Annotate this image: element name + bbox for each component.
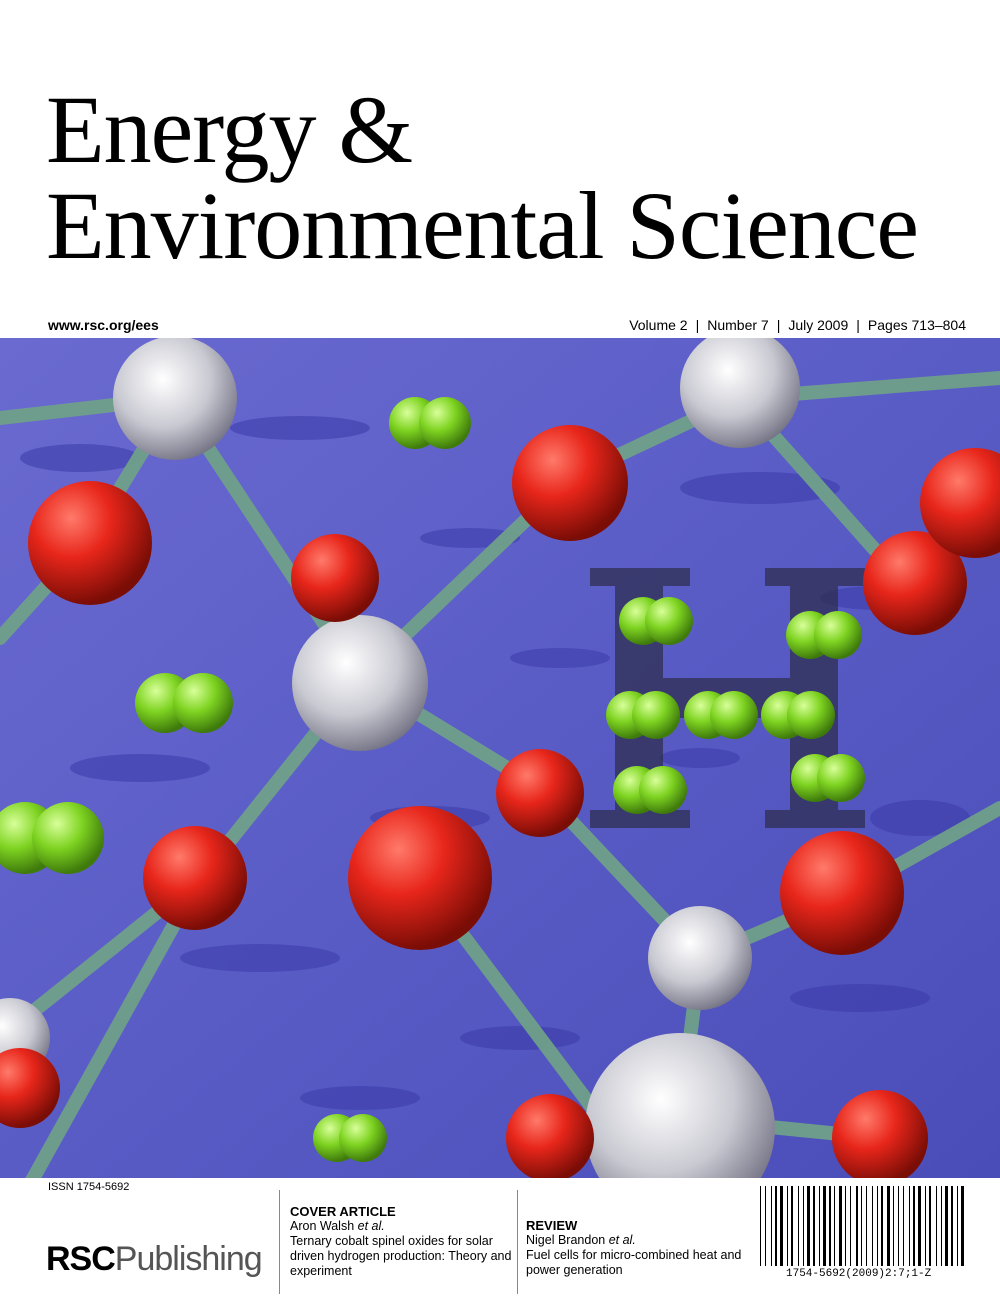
review-title: Fuel cells for micro-combined heat and p…: [526, 1248, 742, 1277]
barcode-bar: [845, 1186, 846, 1266]
barcode-bar: [839, 1186, 842, 1266]
issue-info: Volume 2 | Number 7 | July 2009 | Pages 713–80…: [625, 317, 970, 333]
barcode-number: 1754-5692(2009)2:7;1-Z: [786, 1268, 932, 1280]
barcode-bar: [898, 1186, 899, 1266]
separator-icon: |: [856, 317, 860, 333]
barcode-bar: [780, 1186, 783, 1266]
barcode-bar: [819, 1186, 820, 1266]
barcode-bar: [834, 1186, 835, 1266]
cover-article-author: Aron Walsh et al.: [290, 1219, 515, 1234]
barcode-bar: [866, 1186, 867, 1266]
issue-date: July 2009: [788, 317, 849, 333]
oxygen-atoms: [0, 425, 1000, 1178]
cover-article-etal: et al.: [354, 1219, 385, 1233]
cover-illustration: [0, 338, 1000, 1178]
barcode-bar: [909, 1186, 910, 1266]
barcode-bar: [861, 1186, 862, 1266]
barcode-bar: [903, 1186, 904, 1266]
issn: ISSN 1754-5692: [48, 1181, 130, 1193]
barcode-bar: [925, 1186, 926, 1266]
barcode-bar: [850, 1186, 851, 1266]
cover-article-author-name: Aron Walsh: [290, 1219, 355, 1233]
metal-atoms: [0, 338, 800, 1178]
review-author: Nigel Brandon et al.: [526, 1233, 751, 1248]
barcode-bar: [918, 1186, 921, 1266]
review-etal: et al.: [605, 1233, 636, 1247]
journal-title-line2: Environmental Science: [46, 172, 919, 279]
barcode-bar: [791, 1186, 793, 1266]
barcode-bar: [765, 1186, 766, 1266]
issue-number: Number 7: [707, 317, 769, 333]
journal-title: Energy & Environmental Science: [46, 76, 919, 279]
barcode-bar: [881, 1186, 883, 1266]
barcode-bar: [823, 1186, 826, 1266]
journal-url[interactable]: www.rsc.org/ees: [48, 317, 159, 333]
review-author-name: Nigel Brandon: [526, 1233, 606, 1247]
cover-article-label: COVER ARTICLE: [290, 1204, 396, 1219]
barcode-bar: [856, 1186, 858, 1266]
barcode-bar: [957, 1186, 958, 1266]
barcode-bar: [872, 1186, 873, 1266]
journal-title-line1: Energy &: [46, 76, 413, 183]
publisher-logo: RSCPublishing: [46, 1240, 263, 1279]
review-label: REVIEW: [526, 1218, 578, 1233]
barcode-bar: [807, 1186, 810, 1266]
barcode-bar: [829, 1186, 831, 1266]
barcode-bar: [941, 1186, 942, 1266]
barcode-bar: [803, 1186, 804, 1266]
cover-article-title: Ternary cobalt spinel oxides for solar d…: [290, 1234, 512, 1278]
barcode-bar: [798, 1186, 799, 1266]
barcode-bar: [760, 1186, 761, 1266]
barcode-bar: [913, 1186, 915, 1266]
publisher-publishing: Publishing: [114, 1240, 263, 1278]
separator-icon: |: [695, 317, 700, 333]
barcode-bar: [936, 1186, 937, 1266]
volume: Volume 2: [629, 317, 688, 333]
barcode-bar: [929, 1186, 931, 1266]
barcode-bar: [961, 1186, 964, 1266]
barcode: [760, 1186, 964, 1266]
divider: [517, 1190, 518, 1294]
cover-article[interactable]: COVER ARTICLE Aron Walsh et al. Ternary …: [290, 1204, 515, 1279]
review-article[interactable]: REVIEW Nigel Brandon et al. Fuel cells f…: [526, 1218, 751, 1278]
barcode-bar: [945, 1186, 948, 1266]
barcode-bar: [893, 1186, 894, 1266]
barcode-bar: [771, 1186, 772, 1266]
page-range: Pages 713–804: [867, 317, 966, 333]
barcode-bar: [887, 1186, 890, 1266]
barcode-bar: [951, 1186, 953, 1266]
separator-icon: |: [776, 317, 781, 333]
barcode-bar: [877, 1186, 878, 1266]
barcode-bar: [813, 1186, 815, 1266]
barcode-bar: [775, 1186, 777, 1266]
barcode-bar: [787, 1186, 788, 1266]
divider: [279, 1190, 280, 1294]
publisher-rsc: RSC: [46, 1240, 116, 1278]
hydrogen-molecules: [0, 397, 865, 1162]
